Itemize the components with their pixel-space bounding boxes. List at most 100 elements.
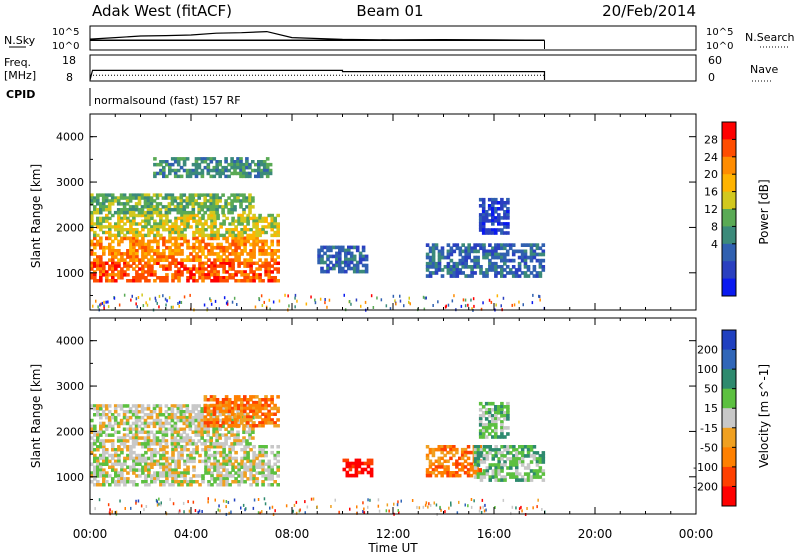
power-speckle: [172, 305, 174, 309]
velocity-cell: [487, 411, 492, 415]
power-speckle: [453, 294, 455, 298]
power-cell: [431, 243, 436, 247]
power-cell: [491, 210, 495, 214]
freq-tick-bottom: 8: [66, 71, 73, 84]
power-cell: [147, 233, 151, 238]
power-cell: [497, 265, 501, 269]
velocity-cell: [159, 483, 163, 487]
velocity-cell: [227, 436, 231, 440]
velocity-cell: [503, 426, 507, 430]
velocity-cell: [252, 453, 256, 458]
velocity-cell: [487, 423, 492, 427]
velocity-cell: [93, 465, 97, 469]
power-cell: [344, 248, 348, 253]
velocity-cell: [165, 450, 169, 455]
power-cell: [249, 252, 253, 256]
velocity-cell: [90, 430, 94, 434]
power-cell: [194, 171, 199, 176]
velocity-cell: [228, 462, 232, 466]
power-cell: [225, 245, 229, 250]
power-cell: [129, 242, 133, 247]
velocity-cell: [119, 442, 124, 446]
power-cell: [261, 228, 265, 232]
velocity-cell: [219, 483, 223, 487]
velocity-cell: [455, 471, 459, 475]
velocity-cell: [99, 421, 103, 426]
velocity-speckle: [450, 501, 452, 505]
velocity-cell: [171, 483, 175, 487]
power-cell: [102, 219, 106, 223]
power-cell: [234, 255, 238, 259]
power-cell: [173, 171, 178, 176]
power-cell: [101, 202, 106, 206]
velocity-cell: [240, 459, 244, 464]
velocity-colorbar-tick-label: 200: [697, 344, 718, 357]
velocity-cell: [500, 478, 504, 482]
velocity-cell: [210, 477, 214, 481]
power-cell: [104, 196, 109, 200]
velocity-cell: [171, 474, 175, 478]
velocity-ytick-label: 3000: [56, 380, 84, 393]
power-cell: [168, 225, 172, 229]
power-cell: [239, 193, 243, 197]
power-cell: [267, 245, 271, 250]
power-cell: [431, 249, 436, 254]
velocity-cell: [443, 447, 447, 452]
velocity-cell: [122, 427, 127, 431]
velocity-cell: [153, 453, 157, 458]
power-cell: [128, 208, 133, 212]
velocity-cell: [479, 472, 484, 476]
power-cell: [541, 258, 546, 263]
power-cell: [117, 249, 121, 253]
power-cell: [180, 261, 184, 265]
power-speckle: [423, 307, 426, 311]
power-cell: [198, 222, 202, 226]
velocity-cell: [354, 461, 359, 466]
velocity-cell: [204, 456, 208, 461]
velocity-colorbar-segment: [722, 330, 736, 351]
velocity-cell: [237, 465, 241, 469]
velocity-cell: [164, 404, 169, 408]
power-cell: [446, 271, 451, 275]
power-cell: [185, 205, 190, 209]
power-cell: [120, 252, 124, 256]
velocity-cell: [134, 430, 139, 434]
velocity-cell: [437, 447, 441, 452]
power-cell: [165, 216, 169, 221]
velocity-cell: [176, 404, 181, 408]
velocity-speckle: [458, 500, 460, 504]
velocity-cell: [535, 460, 540, 464]
velocity-cell: [120, 462, 124, 466]
velocity-cell: [270, 477, 274, 481]
velocity-cell: [171, 480, 175, 484]
velocity-cell: [463, 459, 468, 463]
power-cell: [180, 249, 184, 253]
power-cell: [165, 264, 169, 268]
power-cell: [326, 263, 330, 268]
velocity-cell: [473, 448, 478, 452]
velocity-cell: [192, 465, 196, 469]
velocity-cell: [188, 413, 193, 417]
velocity-cell: [180, 450, 184, 455]
velocity-cell: [159, 445, 163, 449]
power-cell: [156, 230, 160, 235]
power-cell: [249, 242, 253, 247]
velocity-cell: [270, 468, 274, 472]
power-speckle: [314, 298, 316, 302]
velocity-cell: [216, 477, 220, 481]
velocity-cell: [267, 483, 271, 487]
velocity-cell: [173, 413, 178, 417]
velocity-cell: [107, 410, 112, 414]
power-speckle: [471, 307, 473, 311]
velocity-cell: [132, 480, 136, 484]
power-cell: [494, 268, 498, 272]
velocity-cell: [503, 460, 507, 464]
power-cell: [481, 213, 486, 217]
power-cell: [120, 267, 124, 271]
velocity-cell: [506, 411, 510, 415]
power-cell: [152, 205, 157, 209]
power-cell: [122, 193, 127, 197]
power-cell: [135, 222, 139, 226]
velocity-cell: [203, 418, 208, 422]
